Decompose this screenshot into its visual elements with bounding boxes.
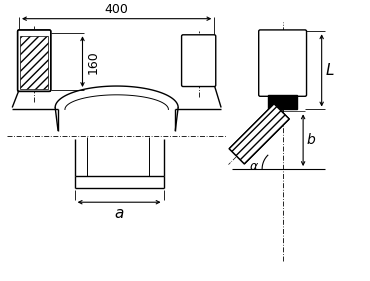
Text: b: b	[306, 133, 315, 147]
FancyBboxPatch shape	[182, 35, 216, 87]
Polygon shape	[229, 104, 289, 164]
Text: $\alpha$: $\alpha$	[249, 160, 259, 173]
Text: 160: 160	[87, 50, 100, 74]
FancyBboxPatch shape	[259, 30, 306, 96]
Bar	[268, 95, 297, 110]
FancyBboxPatch shape	[18, 30, 51, 91]
Text: 400: 400	[105, 3, 129, 16]
Bar	[20, 36, 48, 89]
Text: L: L	[326, 63, 334, 78]
Text: a: a	[114, 206, 124, 221]
Polygon shape	[229, 104, 289, 164]
